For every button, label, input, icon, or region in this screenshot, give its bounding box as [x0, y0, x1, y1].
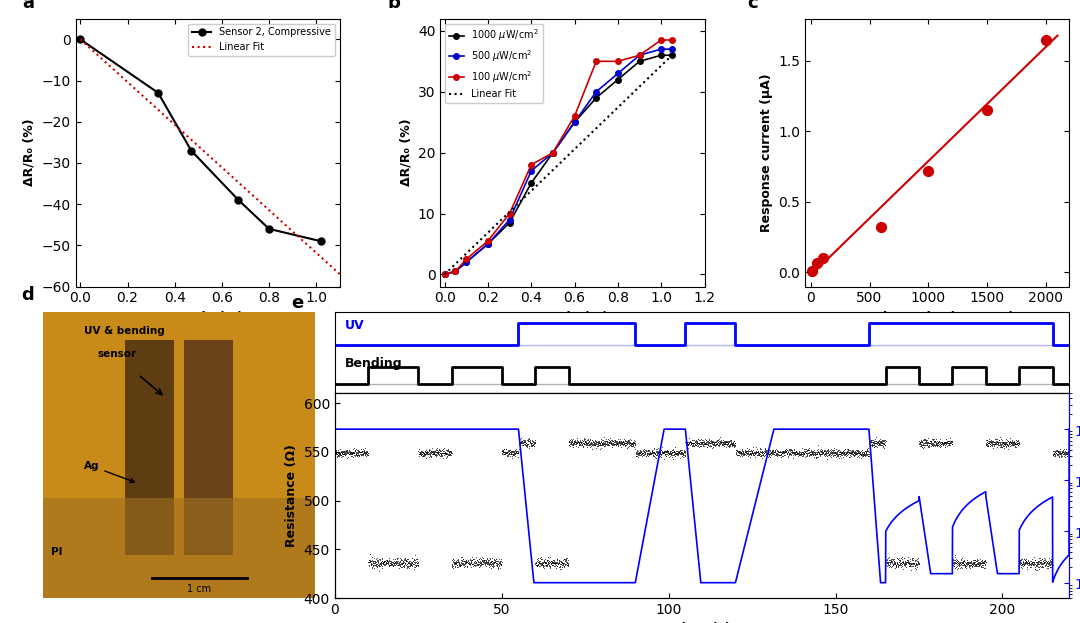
X-axis label: Strain (%): Strain (%)	[537, 311, 608, 324]
Point	[978, 105, 996, 115]
Text: sensor: sensor	[97, 349, 137, 359]
500 $\mu$W/cm$^2$	[633, 52, 646, 59]
100 $\mu$W/cm$^2$	[482, 237, 495, 245]
100 $\mu$W/cm$^2$	[654, 36, 667, 44]
Line: 1000 $\mu$W/cm$^2$: 1000 $\mu$W/cm$^2$	[442, 52, 675, 277]
Text: Ag: Ag	[84, 461, 134, 482]
500 $\mu$W/cm$^2$	[525, 167, 538, 174]
500 $\mu$W/cm$^2$	[482, 240, 495, 248]
Legend: Sensor 2, Compressive, Linear Fit: Sensor 2, Compressive, Linear Fit	[188, 24, 335, 56]
100 $\mu$W/cm$^2$	[665, 36, 678, 44]
1000 $\mu$W/cm$^2$	[503, 219, 516, 226]
Y-axis label: Resistance (Ω): Resistance (Ω)	[285, 444, 298, 547]
1000 $\mu$W/cm$^2$	[665, 52, 678, 59]
Sensor 2, Compressive	[262, 225, 275, 232]
Legend: 1000 $\mu$W/cm$^2$, 500 $\mu$W/cm$^2$, 100 $\mu$W/cm$^2$, Linear Fit: 1000 $\mu$W/cm$^2$, 500 $\mu$W/cm$^2$, 1…	[445, 24, 543, 103]
Text: d: d	[22, 286, 35, 304]
1000 $\mu$W/cm$^2$	[654, 52, 667, 59]
500 $\mu$W/cm$^2$	[438, 270, 451, 278]
Text: UV: UV	[345, 320, 365, 332]
Bar	[185, 340, 233, 555]
Sensor 2, Compressive	[232, 196, 245, 204]
500 $\mu$W/cm$^2$	[449, 268, 462, 275]
500 $\mu$W/cm$^2$	[546, 149, 559, 156]
100 $\mu$W/cm$^2$	[460, 255, 473, 263]
Point	[808, 258, 825, 268]
Y-axis label: ΔR/R₀ (%): ΔR/R₀ (%)	[23, 119, 36, 186]
100 $\mu$W/cm$^2$	[546, 149, 559, 156]
X-axis label: Strain (%): Strain (%)	[172, 311, 243, 324]
Text: 1 cm: 1 cm	[187, 584, 212, 594]
X-axis label: UV intensity (μW/cm²): UV intensity (μW/cm²)	[860, 311, 1015, 324]
Line: 100 $\mu$W/cm$^2$: 100 $\mu$W/cm$^2$	[442, 37, 675, 277]
1000 $\mu$W/cm$^2$	[633, 57, 646, 65]
1000 $\mu$W/cm$^2$	[438, 270, 451, 278]
Bar	[43, 498, 314, 598]
Text: Bending: Bending	[345, 357, 403, 369]
Point	[1037, 35, 1054, 45]
Sensor 2, Compressive	[185, 147, 198, 155]
100 $\mu$W/cm$^2$	[590, 57, 603, 65]
Point	[814, 254, 832, 264]
100 $\mu$W/cm$^2$	[449, 268, 462, 275]
Sensor 2, Compressive	[151, 89, 164, 97]
500 $\mu$W/cm$^2$	[654, 45, 667, 53]
Text: a: a	[23, 0, 35, 12]
Text: PI: PI	[52, 547, 63, 557]
Y-axis label: ΔR/R₀ (%): ΔR/R₀ (%)	[400, 119, 413, 186]
100 $\mu$W/cm$^2$	[503, 210, 516, 217]
Sensor 2, Compressive	[314, 237, 327, 245]
1000 $\mu$W/cm$^2$	[482, 240, 495, 248]
1000 $\mu$W/cm$^2$	[460, 259, 473, 266]
Point	[873, 222, 890, 232]
Text: UV & bending: UV & bending	[84, 326, 164, 336]
Text: c: c	[746, 0, 757, 12]
500 $\mu$W/cm$^2$	[503, 216, 516, 223]
100 $\mu$W/cm$^2$	[525, 161, 538, 169]
100 $\mu$W/cm$^2$	[568, 112, 581, 120]
Sensor 2, Compressive	[73, 36, 86, 43]
1000 $\mu$W/cm$^2$	[546, 149, 559, 156]
Line: 500 $\mu$W/cm$^2$: 500 $\mu$W/cm$^2$	[442, 46, 675, 277]
100 $\mu$W/cm$^2$	[633, 52, 646, 59]
Bar	[124, 340, 174, 555]
500 $\mu$W/cm$^2$	[460, 259, 473, 266]
100 $\mu$W/cm$^2$	[611, 57, 624, 65]
1000 $\mu$W/cm$^2$	[568, 118, 581, 126]
1000 $\mu$W/cm$^2$	[449, 268, 462, 275]
500 $\mu$W/cm$^2$	[611, 70, 624, 77]
500 $\mu$W/cm$^2$	[568, 118, 581, 126]
Text: e: e	[291, 294, 303, 312]
1000 $\mu$W/cm$^2$	[525, 179, 538, 187]
1000 $\mu$W/cm$^2$	[590, 94, 603, 102]
Point	[920, 166, 937, 176]
500 $\mu$W/cm$^2$	[665, 45, 678, 53]
Y-axis label: Response current (μA): Response current (μA)	[759, 74, 772, 232]
500 $\mu$W/cm$^2$	[590, 88, 603, 95]
Point	[804, 266, 821, 276]
1000 $\mu$W/cm$^2$	[611, 76, 624, 83]
Line: Sensor 2, Compressive: Sensor 2, Compressive	[77, 36, 324, 245]
Text: b: b	[388, 0, 401, 12]
100 $\mu$W/cm$^2$	[438, 270, 451, 278]
